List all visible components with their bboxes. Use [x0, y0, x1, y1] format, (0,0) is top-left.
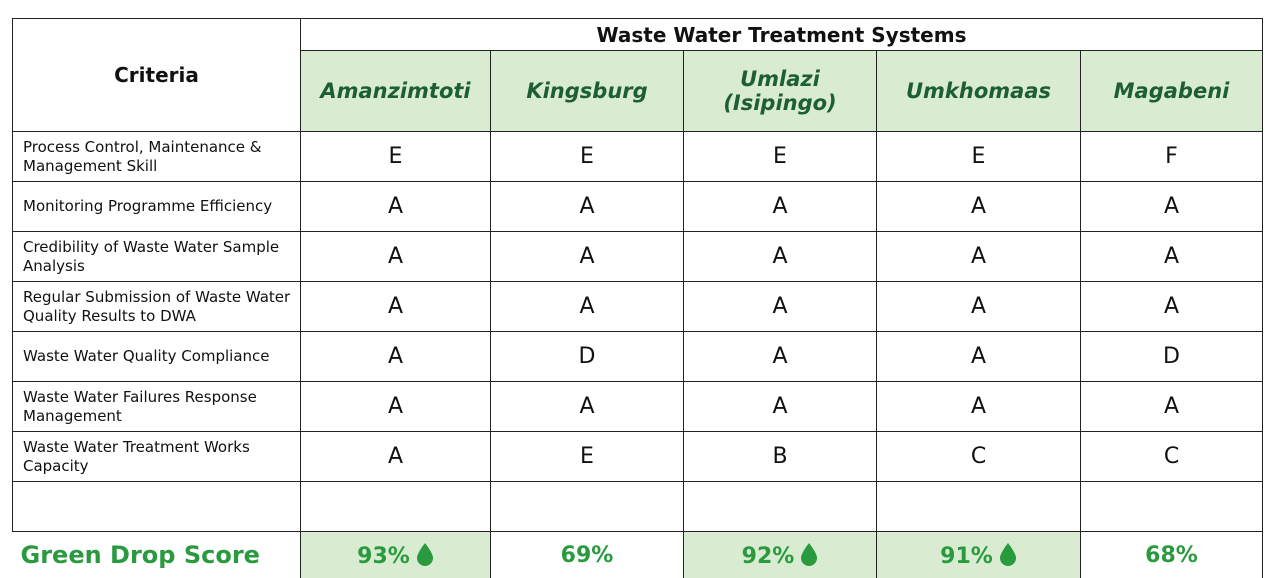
grade: A	[491, 282, 684, 332]
criterion: Waste Water Quality Compliance	[13, 332, 301, 382]
criterion-row: Regular Submission of Waste Water Qualit…	[13, 282, 1263, 332]
drop-icon	[416, 542, 434, 566]
score-label: Green Drop Score	[13, 532, 301, 578]
score: 91%	[940, 544, 993, 569]
system-header: Magabeni	[1081, 51, 1263, 132]
grade: A	[684, 182, 877, 232]
table-title: Waste Water Treatment Systems	[301, 19, 1263, 51]
grade: A	[1081, 232, 1263, 282]
drop-shape	[801, 543, 817, 566]
score-cell: 92%	[684, 532, 877, 578]
grade: C	[1081, 432, 1263, 482]
grade: A	[877, 282, 1081, 332]
empty-row	[13, 482, 1263, 532]
grade: A	[1081, 182, 1263, 232]
grade: A	[491, 382, 684, 432]
criterion: Waste Water Failures Response Management	[13, 382, 301, 432]
grade: A	[877, 382, 1081, 432]
grade: A	[1081, 282, 1263, 332]
grade: A	[301, 182, 491, 232]
score: 93%	[357, 544, 410, 569]
empty-cell	[1081, 482, 1263, 532]
score: 68%	[1145, 543, 1198, 568]
system-header: Umkhomaas	[877, 51, 1081, 132]
grade: A	[491, 182, 684, 232]
score-cell: 68%	[1081, 532, 1263, 578]
grade: A	[301, 282, 491, 332]
grade: A	[877, 182, 1081, 232]
empty-cell	[877, 482, 1081, 532]
drop-icon	[999, 542, 1017, 566]
empty-cell	[491, 482, 684, 532]
system-header: Kingsburg	[491, 51, 684, 132]
grade: A	[684, 282, 877, 332]
criterion-row: Process Control, Maintenance & Managemen…	[13, 132, 1263, 182]
criterion: Monitoring Programme Efficiency	[13, 182, 301, 232]
drop-shape	[1000, 543, 1016, 566]
grade: F	[1081, 132, 1263, 182]
system-header: Amanzimtoti	[301, 51, 491, 132]
score-cell: 93%	[301, 532, 491, 578]
grade: A	[1081, 382, 1263, 432]
grade: A	[301, 432, 491, 482]
empty-cell	[13, 482, 301, 532]
criteria-header: Criteria	[13, 19, 301, 132]
grade: D	[1081, 332, 1263, 382]
grade: E	[491, 432, 684, 482]
grade: C	[877, 432, 1081, 482]
grade: A	[301, 332, 491, 382]
grade: A	[684, 382, 877, 432]
drop-shape	[417, 543, 433, 566]
score-row: Green Drop Score 93% 69% 92% 91% 68%	[13, 532, 1263, 578]
criterion-row: Credibility of Waste Water Sample Analys…	[13, 232, 1263, 282]
grade: A	[684, 332, 877, 382]
grade: B	[684, 432, 877, 482]
criterion: Process Control, Maintenance & Managemen…	[13, 132, 301, 182]
grade: E	[877, 132, 1081, 182]
system-header: Umlazi (Isipingo)	[684, 51, 877, 132]
green-drop-table: Criteria Waste Water Treatment Systems A…	[12, 18, 1263, 578]
grade: D	[491, 332, 684, 382]
criterion: Credibility of Waste Water Sample Analys…	[13, 232, 301, 282]
criterion-row: Waste Water Failures Response Management…	[13, 382, 1263, 432]
grade: A	[877, 332, 1081, 382]
score-cell: 91%	[877, 532, 1081, 578]
grade: A	[877, 232, 1081, 282]
grade: A	[684, 232, 877, 282]
criterion: Waste Water Treatment Works Capacity	[13, 432, 301, 482]
empty-cell	[301, 482, 491, 532]
grade: A	[301, 232, 491, 282]
drop-icon	[800, 542, 818, 566]
grade: E	[684, 132, 877, 182]
grade: E	[301, 132, 491, 182]
score: 69%	[561, 543, 614, 568]
score: 92%	[742, 544, 795, 569]
grade: A	[301, 382, 491, 432]
score-cell: 69%	[491, 532, 684, 578]
criterion: Regular Submission of Waste Water Qualit…	[13, 282, 301, 332]
empty-cell	[684, 482, 877, 532]
grade: A	[491, 232, 684, 282]
grade: E	[491, 132, 684, 182]
